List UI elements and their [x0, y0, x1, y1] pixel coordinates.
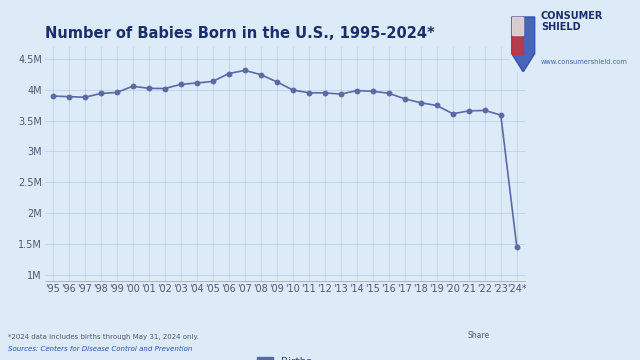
Polygon shape [512, 17, 524, 54]
Text: *2024 data includes births through May 31, 2024 only.: *2024 data includes births through May 3… [8, 334, 198, 340]
Text: Number of Babies Born in the U.S., 1995-2024*: Number of Babies Born in the U.S., 1995-… [45, 27, 435, 41]
Polygon shape [512, 17, 524, 35]
Legend: Births: Births [252, 351, 317, 360]
Text: Share: Share [467, 331, 490, 340]
Text: Sources: Centers for Disease Control and Prevention: Sources: Centers for Disease Control and… [8, 346, 192, 352]
Text: www.consumershield.com: www.consumershield.com [541, 59, 628, 66]
Text: CONSUMER
SHIELD: CONSUMER SHIELD [541, 11, 603, 32]
Polygon shape [512, 17, 535, 72]
